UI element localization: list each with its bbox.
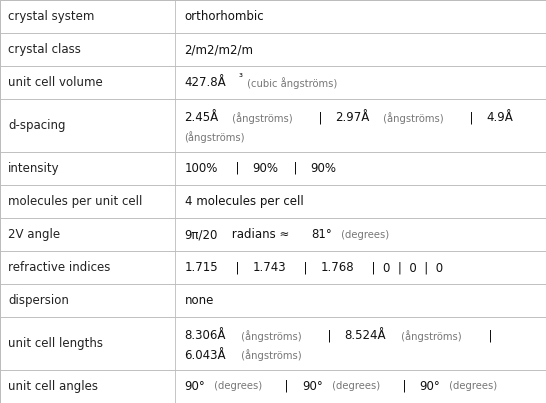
Bar <box>0 317 546 370</box>
Text: (degrees): (degrees) <box>339 230 389 239</box>
Text: (degrees): (degrees) <box>329 382 379 391</box>
Text: (ångströms): (ångströms) <box>229 112 292 124</box>
Text: (ångströms): (ångströms) <box>185 131 245 143</box>
Text: 4.9Å: 4.9Å <box>486 111 513 124</box>
Text: 90%: 90% <box>310 162 336 175</box>
Text: (ångströms): (ångströms) <box>238 330 302 342</box>
Text: 90°: 90° <box>185 380 205 393</box>
Text: |: | <box>296 261 315 274</box>
Bar <box>0 218 546 251</box>
Text: radians ≈: radians ≈ <box>228 228 293 241</box>
Text: crystal system: crystal system <box>8 10 94 23</box>
Text: 8.306Å: 8.306Å <box>185 329 226 342</box>
Text: molecules per unit cell: molecules per unit cell <box>8 195 143 208</box>
Text: 9π/20: 9π/20 <box>185 228 218 241</box>
Text: dispersion: dispersion <box>8 294 69 307</box>
Text: |: | <box>286 162 305 175</box>
Text: (ångströms): (ångströms) <box>379 112 443 124</box>
Text: crystal class: crystal class <box>8 43 81 56</box>
Text: |  0  |  0  |  0: | 0 | 0 | 0 <box>364 261 443 274</box>
Text: 4 molecules per cell: 4 molecules per cell <box>185 195 303 208</box>
Text: orthorhombic: orthorhombic <box>185 10 264 23</box>
Text: |: | <box>228 162 247 175</box>
Text: |: | <box>395 380 413 393</box>
Text: (degrees): (degrees) <box>211 382 263 391</box>
Bar <box>0 185 546 218</box>
Bar <box>0 284 546 317</box>
Text: (ångströms): (ångströms) <box>399 330 462 342</box>
Text: 2.45Å: 2.45Å <box>185 111 219 124</box>
Text: unit cell volume: unit cell volume <box>8 76 103 89</box>
Text: 2.97Å: 2.97Å <box>335 111 370 124</box>
Text: 1.715: 1.715 <box>185 261 218 274</box>
Bar <box>0 33 546 66</box>
Text: 100%: 100% <box>185 162 218 175</box>
Bar <box>0 0 546 33</box>
Text: 427.8Å: 427.8Å <box>185 76 226 89</box>
Text: intensity: intensity <box>8 162 60 175</box>
Text: 2/m2/m2/m: 2/m2/m2/m <box>185 43 253 56</box>
Text: unit cell angles: unit cell angles <box>8 380 98 393</box>
Text: |: | <box>311 111 330 124</box>
Text: 6.043Å: 6.043Å <box>185 349 226 361</box>
Text: 81°: 81° <box>312 228 333 241</box>
Text: (degrees): (degrees) <box>446 382 497 391</box>
Text: 90%: 90% <box>252 162 278 175</box>
Bar <box>0 152 546 185</box>
Text: 90°: 90° <box>302 380 323 393</box>
Text: none: none <box>185 294 214 307</box>
Text: |: | <box>228 261 247 274</box>
Bar <box>0 66 546 99</box>
Text: d-spacing: d-spacing <box>8 119 66 132</box>
Text: 8.524Å: 8.524Å <box>345 329 387 342</box>
Text: 1.743: 1.743 <box>252 261 286 274</box>
Text: |: | <box>462 111 481 124</box>
Text: (ångströms): (ångströms) <box>238 349 302 361</box>
Bar <box>0 370 546 403</box>
Text: |: | <box>277 380 296 393</box>
Text: 2V angle: 2V angle <box>8 228 60 241</box>
Text: 1.768: 1.768 <box>321 261 354 274</box>
Text: |: | <box>320 329 339 342</box>
Text: unit cell lengths: unit cell lengths <box>8 337 103 350</box>
Text: 90°: 90° <box>419 380 440 393</box>
Bar <box>0 99 546 152</box>
Text: (cubic ångströms): (cubic ångströms) <box>244 77 337 89</box>
Bar <box>0 251 546 284</box>
Text: refractive indices: refractive indices <box>8 261 110 274</box>
Text: ³: ³ <box>239 73 242 83</box>
Text: |: | <box>480 329 492 342</box>
